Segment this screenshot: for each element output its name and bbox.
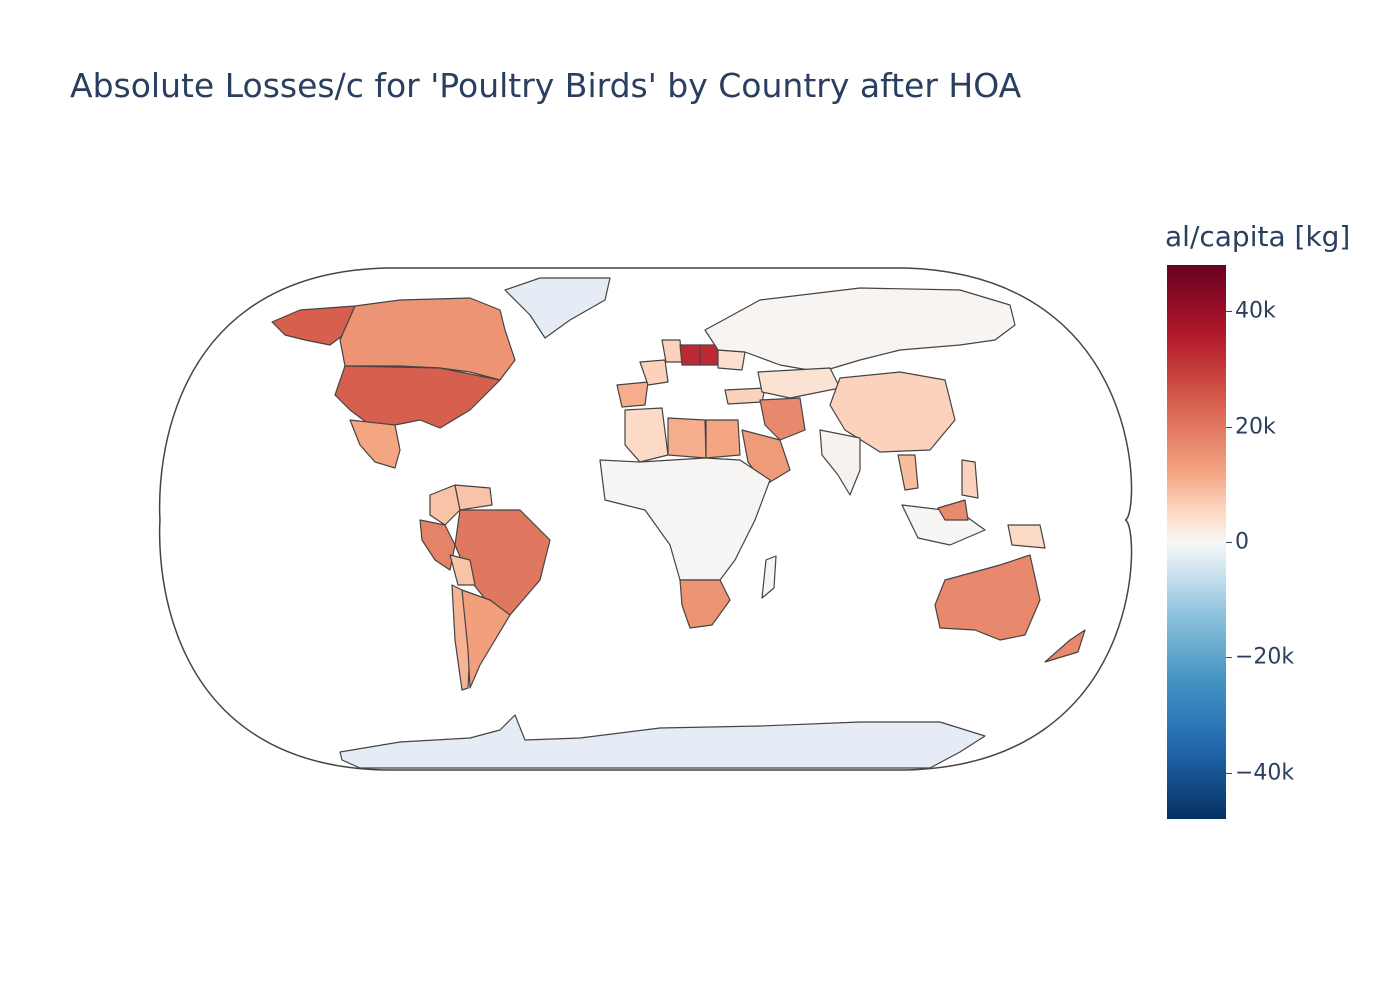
region-turkey[interactable] <box>724 387 766 405</box>
region-egypt[interactable] <box>705 419 741 459</box>
region-antarctica[interactable] <box>339 714 986 769</box>
region-south-africa[interactable] <box>679 579 731 629</box>
region-venezuela[interactable] <box>454 484 493 511</box>
region-colombia[interactable] <box>429 484 461 526</box>
region-bolivia[interactable] <box>449 554 476 586</box>
colorbar-tick-label: 40k <box>1235 298 1276 324</box>
region-india[interactable] <box>819 429 861 496</box>
colorbar-tick-label: 0 <box>1235 529 1249 555</box>
region-new-zealand[interactable] <box>1044 629 1086 663</box>
region-thailand[interactable] <box>897 454 919 491</box>
region-hungary[interactable] <box>699 344 719 366</box>
region-argentina[interactable] <box>461 589 511 689</box>
region-united-states[interactable] <box>334 365 501 429</box>
region-malaysia[interactable] <box>937 499 969 521</box>
region-germany[interactable] <box>661 339 683 363</box>
region-mexico[interactable] <box>349 419 401 469</box>
region-kazakhstan[interactable] <box>757 367 841 399</box>
region-papua-new-guinea[interactable] <box>1007 524 1046 549</box>
colorbar-tick <box>1226 311 1232 313</box>
region-spain[interactable] <box>616 381 649 408</box>
colorbar-tick-label: −20k <box>1235 644 1295 670</box>
chart-title: Absolute Losses/c for 'Poultry Birds' by… <box>70 66 1022 105</box>
map-frame <box>158 267 1133 771</box>
colorbar-tick-label: 20k <box>1235 414 1276 440</box>
colorbar-tick <box>1226 542 1232 543</box>
colorbar-tick <box>1226 657 1232 659</box>
colorbar-tick <box>1226 772 1232 774</box>
region-russia[interactable] <box>704 287 1016 373</box>
region-iran[interactable] <box>759 397 806 441</box>
region-france[interactable] <box>639 359 669 386</box>
colorbar-title: al/capita [kg] <box>1165 220 1351 253</box>
region-ukraine[interactable] <box>717 349 746 371</box>
region-philippines[interactable] <box>961 459 979 499</box>
region-australia[interactable] <box>934 554 1041 641</box>
region-poland[interactable] <box>679 344 701 366</box>
region-china[interactable] <box>829 371 956 453</box>
colorbar <box>1167 265 1226 819</box>
region-algeria[interactable] <box>624 407 669 463</box>
region-alaska-united-states[interactable] <box>271 305 356 346</box>
region-peru[interactable] <box>419 519 456 571</box>
region-saudi-arabia[interactable] <box>741 429 791 486</box>
colorbar-tick-label: −40k <box>1235 760 1295 786</box>
colorbar-tick <box>1226 426 1232 428</box>
region-greenland[interactable] <box>504 277 611 339</box>
region-central-africa[interactable] <box>599 457 771 581</box>
region-madagascar[interactable] <box>761 555 777 599</box>
region-libya[interactable] <box>667 417 707 459</box>
